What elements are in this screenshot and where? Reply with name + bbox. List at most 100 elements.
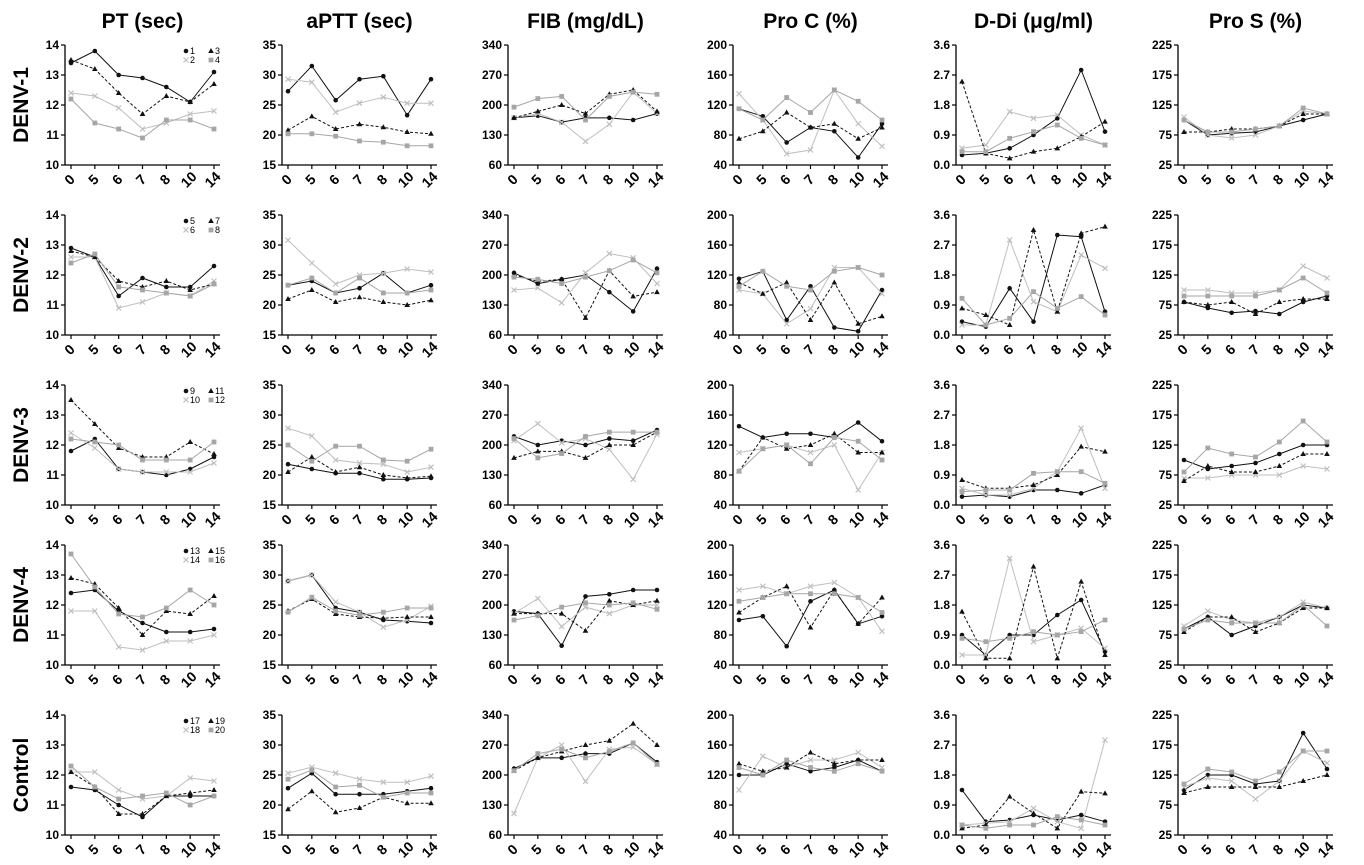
x-tick-label: 14 [1092,838,1114,860]
data-point [807,317,814,322]
data-point [1229,293,1235,299]
data-point [187,439,193,444]
legend-label: 7 [215,216,220,226]
data-point [760,768,766,774]
data-point [959,78,965,84]
y-tick-label: 200 [707,708,727,722]
data-point [832,325,837,330]
data-point [783,583,790,589]
data-point [1054,632,1060,638]
data-point [1324,605,1330,610]
x-tick-label: 10 [394,168,416,190]
y-tick-label: 2.7 [933,738,950,752]
x-tick-label: 10 [620,338,642,360]
x-tick-label: 10 [177,668,199,690]
data-point [1078,578,1084,584]
data-point [1078,597,1084,603]
row-label: DENV-3 [10,407,33,483]
y-tick-label: 125 [1152,438,1172,452]
y-tick-label: 20 [263,628,277,642]
data-point [211,69,217,75]
x-tick-label: 0 [278,841,295,858]
data-point [583,755,588,761]
data-point [211,281,217,287]
x-tick-label: 0 [61,841,78,858]
y-tick-label: 200 [482,268,502,282]
data-point [1102,652,1108,657]
data-point [630,600,636,606]
data-point [654,597,660,603]
legend-marker [183,388,189,394]
data-point [333,290,339,296]
data-point [139,111,146,116]
y-tick-label: 30 [263,408,277,422]
data-point [332,469,339,474]
x-tick-label: 7 [133,171,150,188]
data-point [1030,148,1037,154]
data-point [380,94,387,101]
legend-marker [183,548,189,554]
data-point [959,322,965,328]
x-tick-label: 0 [1174,171,1191,188]
data-point [783,150,790,157]
data-point [92,421,98,426]
data-point [784,643,789,649]
data-point [959,489,965,495]
data-point [1181,293,1187,299]
x-tick-label: 0 [278,171,295,188]
data-point [1031,129,1036,135]
x-tick-label: 8 [1047,841,1064,858]
x-tick-label: 10 [394,838,416,860]
data-point [356,776,363,783]
data-point [1228,778,1235,784]
y-tick-label: 340 [482,38,502,52]
x-tick-label: 10 [1290,668,1312,690]
data-point [1007,487,1013,493]
legend-marker [208,718,214,723]
series-line-1 [961,68,1106,156]
legend-label: 1 [190,46,195,56]
data-point [1276,620,1282,626]
y-tick-label: 12 [46,598,60,612]
y-tick-label: 175 [1152,238,1172,252]
x-tick-label: 5 [302,511,319,528]
data-point [582,138,589,145]
data-point [831,442,838,448]
data-point [309,275,315,281]
data-point [831,279,838,285]
data-point [855,757,861,762]
y-tick-label: 25 [1159,658,1173,672]
y-tick-label: 130 [482,798,502,812]
x-tick-label: 8 [156,171,173,188]
legend-marker [208,557,214,563]
data-point [1276,472,1283,478]
data-point [91,769,98,775]
x-tick-label: 5 [85,171,102,188]
data-point [91,445,98,451]
data-point [1253,454,1258,460]
legend-label: 19 [215,716,225,726]
data-point [404,129,410,134]
y-tick-label: 25 [263,598,277,612]
x-tick-label: 6 [1222,341,1239,358]
data-point [1324,760,1330,766]
data-point [404,475,410,480]
data-point [1007,822,1013,828]
data-point [1030,298,1037,305]
x-tick-label: 14 [418,838,440,860]
x-tick-label: 14 [201,508,223,530]
x-tick-label: 0 [952,511,969,528]
legend-label: 3 [215,46,220,56]
x-tick-label: 7 [1024,171,1041,188]
data-point [831,430,838,436]
legend-label: 4 [215,55,220,65]
data-point [630,442,636,447]
y-tick-label: 125 [1152,98,1172,112]
x-tick-label: 6 [326,841,343,858]
data-point [959,635,965,641]
x-tick-label: 8 [599,171,616,188]
data-point [630,429,636,435]
x-tick-label: 8 [1269,671,1286,688]
x-tick-label: 10 [620,838,642,860]
